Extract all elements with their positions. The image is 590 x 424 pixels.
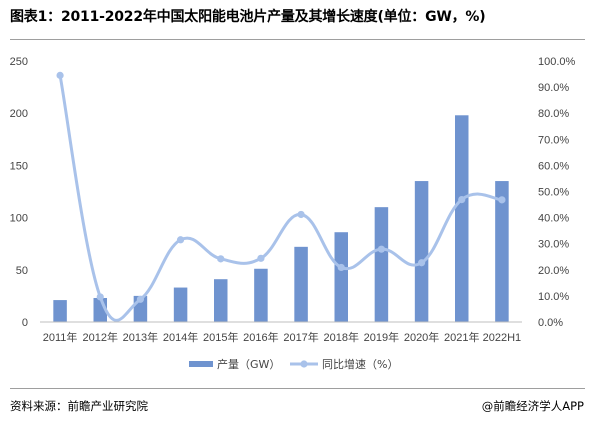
legend-line-marker bbox=[300, 360, 308, 368]
growth-point-2 bbox=[136, 295, 145, 303]
left-tick-label: 0 bbox=[22, 317, 28, 329]
x-tick-label: 2017年 bbox=[283, 330, 318, 344]
right-tick-label: 30.0% bbox=[538, 239, 569, 251]
left-tick-label: 250 bbox=[10, 56, 28, 68]
x-tick-label: 2016年 bbox=[243, 330, 278, 344]
growth-point-9 bbox=[417, 259, 426, 267]
right-tick-label: 20.0% bbox=[538, 265, 569, 277]
growth-point-8 bbox=[377, 245, 386, 253]
growth-point-1 bbox=[96, 293, 104, 301]
growth-point-10 bbox=[458, 195, 466, 204]
right-tick-label: 50.0% bbox=[538, 187, 569, 199]
left-tick-label: 100 bbox=[10, 213, 28, 225]
chart-title: 图表1：2011-2022年中国太阳能电池片产量及其增长速度(单位：GW，%) bbox=[10, 9, 486, 25]
right-tick-label: 40.0% bbox=[538, 213, 569, 225]
growth-point-7 bbox=[337, 263, 345, 272]
x-tick-label: 2018年 bbox=[324, 330, 359, 344]
bar-8 bbox=[374, 207, 389, 322]
growth-line bbox=[58, 75, 503, 322]
bar-0 bbox=[53, 300, 67, 322]
x-tick-label: 2019年 bbox=[364, 330, 399, 344]
bar-5 bbox=[254, 268, 268, 322]
footer-divider bbox=[10, 388, 585, 389]
right-tick-label: 10.0% bbox=[538, 291, 569, 303]
legend-line-label: 同比增速（%） bbox=[322, 357, 398, 371]
x-tick-label: 2022H1 bbox=[483, 332, 522, 344]
left-tick-label: 200 bbox=[10, 108, 28, 120]
right-tick-label: 80.0% bbox=[538, 108, 569, 120]
x-tick-label: 2021年 bbox=[444, 330, 479, 344]
x-tick-label: 2013年 bbox=[123, 330, 158, 344]
growth-point-0 bbox=[56, 71, 64, 79]
x-tick-label: 2015年 bbox=[203, 330, 238, 344]
left-tick-label: 50 bbox=[16, 265, 28, 277]
x-tick-label: 2011年 bbox=[43, 330, 78, 344]
bar-4 bbox=[214, 279, 228, 322]
bar-10 bbox=[455, 115, 469, 322]
legend-bar-label: 产量（GW） bbox=[217, 357, 280, 371]
bar-6 bbox=[294, 246, 308, 322]
right-tick-label: 0.0% bbox=[538, 317, 563, 329]
bar-9 bbox=[414, 181, 429, 322]
left-tick-label: 150 bbox=[10, 160, 28, 172]
title-divider bbox=[10, 39, 585, 40]
right-tick-label: 90.0% bbox=[538, 82, 569, 94]
brand-note: @前瞻经济学人APP bbox=[481, 399, 584, 413]
growth-point-4 bbox=[217, 255, 225, 263]
x-tick-label: 2020年 bbox=[404, 330, 439, 344]
x-tick-label: 2012年 bbox=[83, 330, 118, 344]
bar-11 bbox=[495, 181, 509, 322]
source-note: 资料来源：前瞻产业研究院 bbox=[10, 399, 148, 413]
right-tick-label: 100.0% bbox=[538, 56, 576, 68]
legend-bar-swatch bbox=[189, 361, 213, 367]
bar-3 bbox=[173, 287, 188, 322]
right-tick-label: 60.0% bbox=[538, 160, 569, 172]
bar-7 bbox=[334, 232, 348, 322]
growth-point-5 bbox=[257, 254, 265, 262]
growth-point-6 bbox=[297, 210, 305, 219]
right-tick-label: 70.0% bbox=[538, 134, 569, 146]
growth-point-3 bbox=[176, 236, 185, 244]
x-tick-label: 2014年 bbox=[163, 330, 198, 344]
growth-point-11 bbox=[498, 196, 506, 204]
